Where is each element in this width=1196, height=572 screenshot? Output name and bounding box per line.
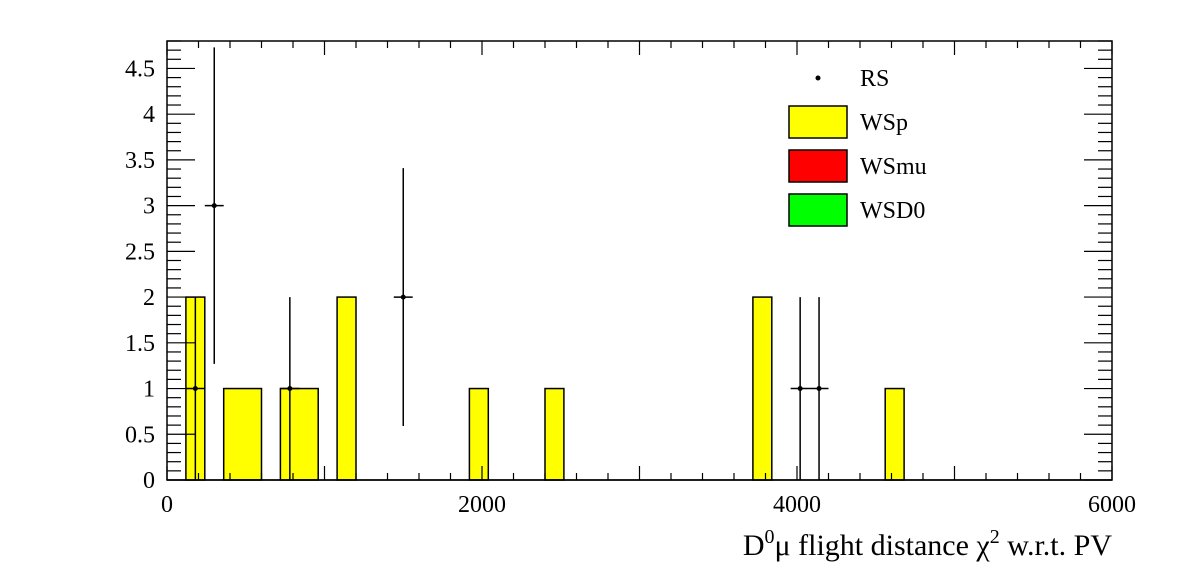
x-axis-title-part: μ flight distance [775, 529, 977, 562]
x-axis-title-part: D [743, 529, 765, 562]
x-tick-label: 4000 [773, 492, 821, 518]
y-tick-label: 0.5 [125, 422, 155, 448]
y-tick-label: 0 [143, 468, 155, 494]
legend-swatch [788, 105, 848, 139]
legend-entry-wsd0: WSD0 [788, 193, 925, 227]
hist-bar-1 [222, 387, 263, 481]
legend: RS WSp WSmu WSD0 [788, 66, 927, 227]
rs-marker [816, 386, 822, 392]
rs-marker [192, 386, 198, 392]
hist-bar-7 [884, 387, 905, 481]
hist-bar-3 [336, 296, 357, 481]
legend-swatch [788, 193, 848, 227]
y-tick-label: 1.5 [125, 331, 155, 357]
legend-label: RS [860, 66, 889, 92]
x-axis-title: D0μ flight distance χ2 w.r.t. PV [743, 526, 1112, 562]
rs-point-2 [280, 297, 300, 480]
x-tick-label: 2000 [458, 492, 506, 518]
legend-swatch [788, 149, 848, 183]
x-axis-title-part: 2 [990, 526, 1000, 548]
hist-bar-4 [468, 387, 490, 481]
x-axis-title-part: w.r.t. PV [1000, 529, 1113, 562]
rs-marker [287, 386, 293, 392]
legend-label: WSmu [860, 154, 927, 180]
y-tick-label: 3 [143, 194, 155, 220]
rs-marker [797, 386, 803, 392]
axis-ticks [166, 40, 1113, 481]
y-tick-label: 4 [143, 102, 155, 128]
legend-marker-rs [815, 75, 821, 81]
legend-entry-wsp: WSp [788, 105, 908, 139]
hist-bar-5 [544, 387, 565, 481]
legend-label: WSp [860, 110, 908, 136]
rs-point-5 [809, 297, 829, 480]
y-tick-label: 2 [143, 285, 155, 311]
y-tick-label: 1 [143, 377, 155, 403]
rs-point-1 [204, 47, 224, 364]
y-tick-labels: 0 0.5 1 1.5 2 2.5 3 3.5 4 4.5 [125, 56, 155, 494]
rs-marker [400, 294, 406, 300]
hist-bar-2 [279, 387, 319, 481]
y-tick-label: 3.5 [125, 148, 155, 174]
x-tick-label: 0 [161, 492, 173, 518]
histogram-bars [167, 296, 1112, 481]
legend-entry-rs: RS [815, 66, 889, 92]
y-tick-label: 2.5 [125, 239, 155, 265]
x-tick-label: 6000 [1088, 492, 1136, 518]
data-points [185, 47, 829, 480]
x-axis-title-part: χ [975, 529, 990, 562]
rs-point-4 [790, 297, 810, 480]
x-axis-title-part: 0 [765, 526, 775, 548]
y-tick-label: 4.5 [125, 56, 155, 82]
rs-point-0 [185, 297, 205, 480]
legend-entry-wsmu: WSmu [788, 149, 927, 183]
x-tick-labels: 0 2000 4000 6000 [161, 492, 1136, 518]
rs-point-3 [393, 168, 413, 427]
legend-label: WSD0 [860, 198, 925, 224]
rs-marker [211, 203, 217, 209]
hist-bar-6 [752, 296, 773, 481]
